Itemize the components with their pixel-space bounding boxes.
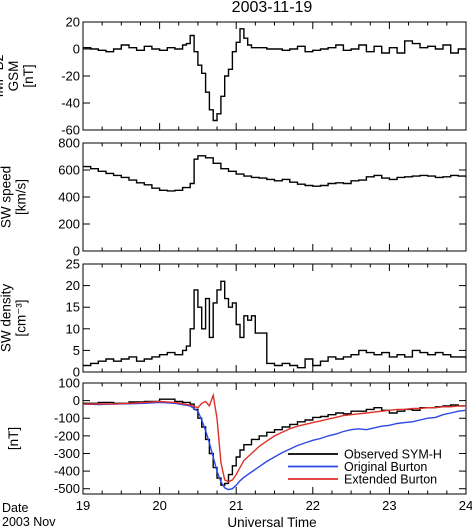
y-tick-label: 20 (66, 278, 80, 293)
y-tick-label: -200 (54, 428, 80, 443)
y-axis-label: [km/s] (14, 179, 29, 215)
y-tick-label: 600 (58, 163, 80, 178)
y-axis-label: [nT] (6, 427, 21, 450)
y-tick-label: 0 (73, 365, 80, 380)
series-line (83, 280, 466, 369)
series-line (83, 155, 466, 192)
y-tick-label: -20 (61, 69, 80, 84)
y-tick-label: 200 (58, 217, 80, 232)
y-tick-label: 20 (66, 15, 80, 30)
sw-speed-panel: 0 200 400 600 800 SW speed [km/s] (0, 136, 467, 259)
legend-entry: Original Burton (344, 460, 427, 474)
series-line (83, 28, 466, 122)
y-tick-label: -500 (54, 481, 80, 496)
y-tick-label: 0 (73, 42, 80, 57)
y-axis-label: SW speed (0, 166, 14, 228)
y-axis-label: SW density (0, 284, 14, 353)
y-tick-label: 0 (73, 393, 80, 408)
y-axis-label: [cm⁻³] (14, 299, 29, 336)
legend-entry: Observed SYM-H (344, 448, 442, 462)
y-tick-label: -300 (54, 446, 80, 461)
x-tick-label: 20 (152, 498, 166, 513)
x-tick-label: 19 (76, 498, 90, 513)
x-tick-label: 22 (306, 498, 320, 513)
date-label: Date (2, 501, 28, 515)
y-axis-label: IMF Bz (0, 54, 6, 97)
y-tick-label: -40 (61, 96, 80, 111)
y-tick-label: 0 (73, 244, 80, 259)
y-tick-label: 100 (58, 376, 80, 391)
sw-density-panel: 0 5 10 15 20 25 SW density [cm⁻³] (0, 257, 467, 380)
y-axis-label: GSM (6, 61, 21, 92)
series-extended-burton (83, 392, 466, 483)
y-tick-label: 800 (58, 136, 80, 151)
legend-entry: Extended Burton (344, 473, 437, 487)
y-tick-label: -400 (54, 464, 80, 479)
x-axis-label: Universal Time (227, 515, 316, 530)
y-tick-label: 400 (58, 190, 80, 205)
sym-h-panel: -500 -400 -300 -200 -100 0 100 19 20 21 22 23 24 [nT]… (6, 376, 472, 514)
series-original-burton (83, 401, 466, 491)
y-tick-label: 5 (73, 343, 80, 358)
y-tick-label: 10 (66, 321, 80, 336)
date-label-month: 2003 Nov (2, 515, 56, 529)
y-tick-label: 25 (66, 257, 80, 272)
series-observed-sym-h (83, 398, 466, 486)
y-tick-label: -100 (54, 411, 80, 426)
y-tick-label: 15 (66, 300, 80, 315)
x-tick-label: 21 (229, 498, 243, 513)
x-tick-label: 24 (459, 498, 472, 513)
y-tick-label: -60 (61, 123, 80, 138)
figure-title: 2003-11-19 (232, 0, 313, 16)
y-axis-label: [nT] (21, 64, 36, 87)
imf-bz-panel: -60 -40 -20 0 20 IMF Bz GSM [nT] (0, 15, 467, 138)
x-tick-label: 23 (382, 498, 396, 513)
